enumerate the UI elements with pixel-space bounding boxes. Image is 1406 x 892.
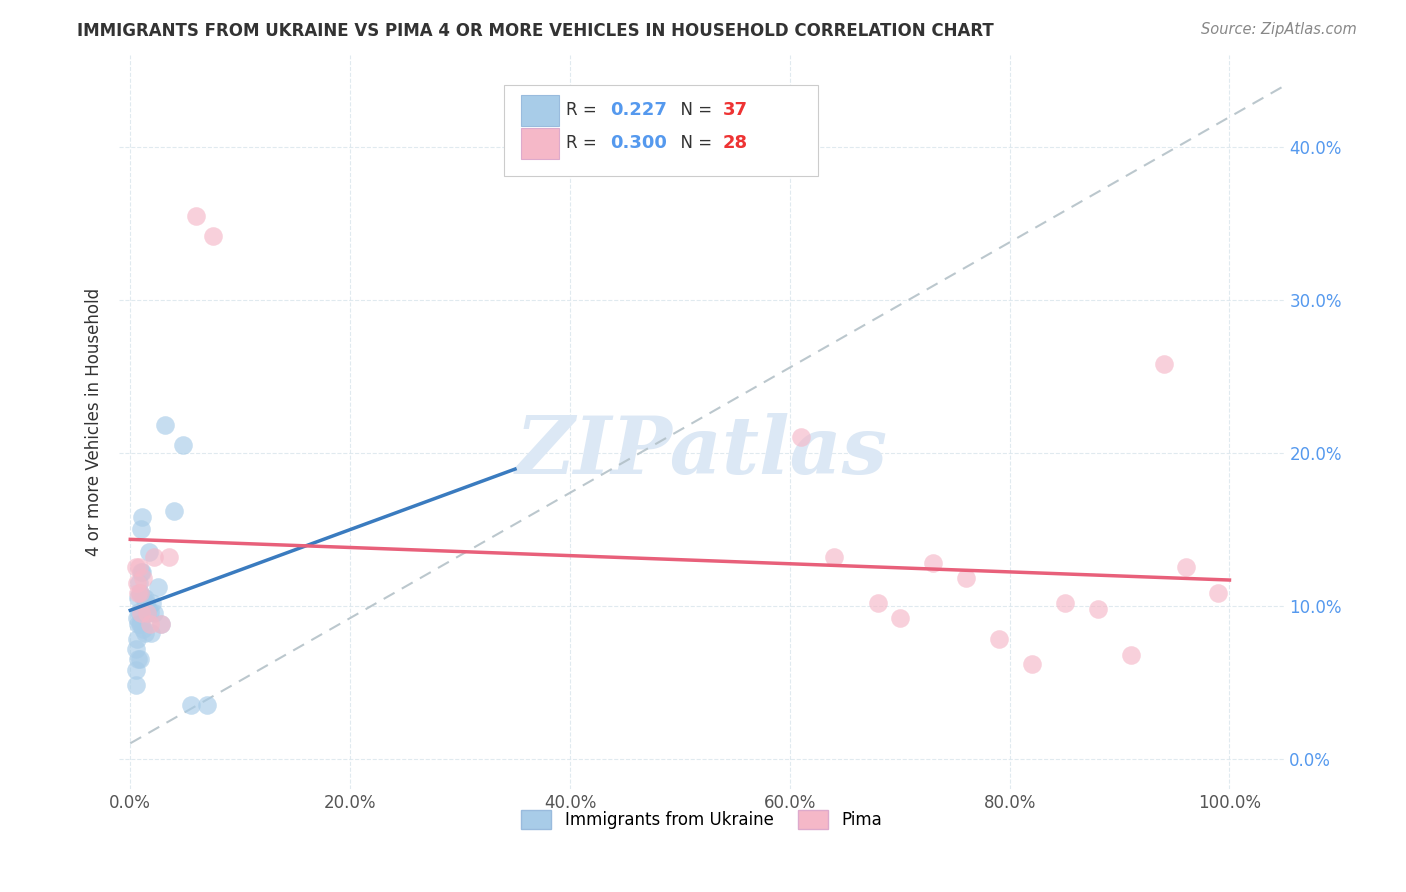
- Point: [201, 228, 224, 243]
- Point: [889, 611, 911, 625]
- Point: [135, 607, 157, 621]
- Point: [139, 605, 162, 619]
- Text: N =: N =: [671, 101, 718, 120]
- Point: [150, 617, 173, 632]
- Point: [141, 626, 163, 640]
- FancyBboxPatch shape: [522, 95, 558, 126]
- Y-axis label: 4 or more Vehicles in Household: 4 or more Vehicles in Household: [86, 288, 103, 557]
- Point: [143, 607, 166, 621]
- Point: [125, 560, 148, 574]
- Text: 0.227: 0.227: [610, 101, 666, 120]
- Point: [129, 586, 152, 600]
- Point: [1174, 560, 1197, 574]
- Point: [141, 596, 163, 610]
- Point: [1087, 601, 1109, 615]
- Point: [866, 596, 889, 610]
- Point: [129, 617, 152, 632]
- Point: [129, 617, 152, 632]
- FancyBboxPatch shape: [522, 128, 558, 159]
- Point: [1119, 648, 1142, 662]
- Text: R =: R =: [565, 134, 602, 153]
- Point: [132, 590, 155, 604]
- Point: [128, 605, 150, 619]
- Point: [129, 565, 152, 579]
- Point: [127, 617, 149, 632]
- Point: [139, 617, 162, 632]
- Text: N =: N =: [671, 134, 718, 153]
- Point: [128, 560, 150, 574]
- Point: [129, 607, 152, 621]
- Text: Source: ZipAtlas.com: Source: ZipAtlas.com: [1201, 22, 1357, 37]
- Point: [921, 556, 943, 570]
- Point: [125, 632, 148, 647]
- Point: [125, 611, 148, 625]
- Point: [131, 510, 153, 524]
- Point: [136, 601, 159, 615]
- Text: IMMIGRANTS FROM UKRAINE VS PIMA 4 OR MORE VEHICLES IN HOUSEHOLD CORRELATION CHAR: IMMIGRANTS FROM UKRAINE VS PIMA 4 OR MOR…: [77, 22, 994, 40]
- Point: [143, 549, 166, 564]
- Point: [125, 678, 148, 692]
- Text: R =: R =: [565, 101, 602, 120]
- Point: [129, 522, 152, 536]
- Point: [146, 580, 169, 594]
- Point: [125, 641, 148, 656]
- Point: [132, 622, 155, 636]
- Text: 0.300: 0.300: [610, 134, 666, 153]
- Point: [163, 504, 186, 518]
- Text: 37: 37: [723, 101, 748, 120]
- Point: [125, 663, 148, 677]
- Point: [127, 591, 149, 605]
- Point: [155, 418, 177, 433]
- Point: [790, 430, 813, 444]
- Point: [823, 549, 845, 564]
- Point: [955, 571, 977, 585]
- Point: [172, 438, 194, 452]
- Legend: Immigrants from Ukraine, Pima: Immigrants from Ukraine, Pima: [515, 804, 889, 836]
- Point: [1021, 657, 1043, 671]
- Text: 28: 28: [723, 134, 748, 153]
- Point: [127, 586, 149, 600]
- Point: [131, 565, 153, 579]
- Point: [1208, 586, 1230, 600]
- Point: [180, 698, 202, 712]
- Point: [125, 575, 148, 590]
- Point: [186, 209, 208, 223]
- Point: [134, 626, 156, 640]
- Point: [1053, 596, 1076, 610]
- Point: [195, 698, 218, 712]
- Point: [157, 549, 180, 564]
- Point: [150, 617, 173, 632]
- Point: [127, 652, 149, 666]
- Point: [128, 575, 150, 590]
- Point: [987, 632, 1010, 647]
- Point: [1153, 357, 1175, 371]
- Point: [135, 596, 157, 610]
- Point: [132, 571, 155, 585]
- Point: [129, 586, 152, 600]
- Text: ZIPatlas: ZIPatlas: [516, 413, 889, 491]
- Point: [138, 545, 160, 559]
- Point: [135, 607, 157, 621]
- Point: [129, 652, 152, 666]
- Point: [134, 591, 156, 605]
- FancyBboxPatch shape: [503, 85, 818, 177]
